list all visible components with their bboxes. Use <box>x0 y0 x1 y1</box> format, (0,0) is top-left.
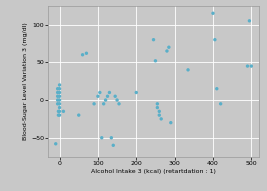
Point <box>215 87 219 90</box>
Point <box>92 102 96 105</box>
Point <box>101 102 106 105</box>
Point <box>56 102 60 105</box>
Point <box>111 144 115 147</box>
Point <box>84 52 89 55</box>
Point <box>155 102 159 105</box>
Point <box>186 68 190 71</box>
Point <box>57 95 62 98</box>
Point <box>56 95 60 98</box>
Point <box>57 99 62 102</box>
Point <box>80 53 85 56</box>
Point <box>155 106 159 109</box>
Point <box>249 65 253 68</box>
Point <box>105 95 110 98</box>
Point <box>57 110 62 113</box>
Point <box>96 95 100 98</box>
Point <box>57 114 62 117</box>
Point <box>167 46 171 49</box>
X-axis label: Alcohol Intake 3 (kcal) (retartdation : 1): Alcohol Intake 3 (kcal) (retartdation : … <box>91 169 216 174</box>
Point <box>56 110 61 113</box>
Point <box>134 91 138 94</box>
Point <box>218 102 223 105</box>
Point <box>57 83 62 87</box>
Point <box>98 91 102 94</box>
Point <box>151 38 156 41</box>
Point <box>107 91 112 94</box>
Point <box>56 91 60 94</box>
Point <box>245 65 250 68</box>
Point <box>57 106 62 109</box>
Point <box>159 117 163 121</box>
Point <box>113 95 117 98</box>
Point <box>77 114 81 117</box>
Point <box>211 12 215 15</box>
Point <box>213 38 217 41</box>
Point <box>109 136 113 139</box>
Point <box>57 91 62 94</box>
Point <box>57 87 62 90</box>
Point <box>57 102 62 105</box>
Point <box>56 114 61 117</box>
Point <box>61 110 65 113</box>
Point <box>56 99 60 102</box>
Point <box>165 49 169 53</box>
Point <box>157 110 162 113</box>
Point <box>117 102 121 105</box>
Point <box>169 121 173 124</box>
Point <box>56 87 60 90</box>
Point <box>54 142 58 145</box>
Point <box>153 59 158 62</box>
Point <box>247 19 252 22</box>
Point <box>100 136 104 139</box>
Y-axis label: Blood-Sugar Level Variation 3 (mg/dl): Blood-Sugar Level Variation 3 (mg/dl) <box>23 22 28 140</box>
Point <box>115 99 119 102</box>
Point <box>157 114 162 117</box>
Point <box>103 99 108 102</box>
